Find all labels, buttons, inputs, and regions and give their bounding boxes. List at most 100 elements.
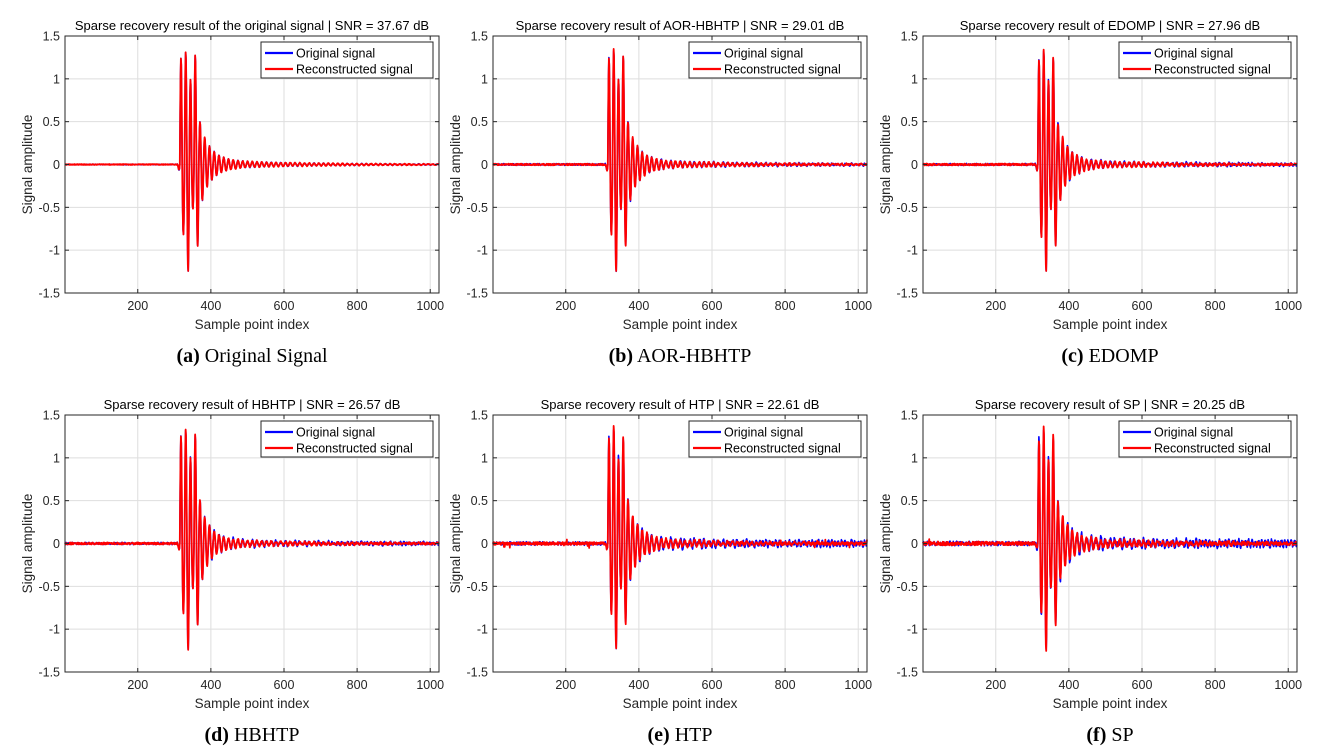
panel-caption: (a) Original Signal [176, 345, 328, 367]
chart-panel-a: 200 400 600 800 1000 -1.5 -1 -0.5 0 0.5 1 1.5 Sparse… [20, 18, 444, 332]
y-tick-label: -1 [477, 623, 488, 637]
y-tick-label: 1 [53, 451, 60, 465]
legend-label-original: Original signal [724, 426, 803, 440]
chart-title: Sparse recovery result of the original s… [75, 18, 429, 33]
x-tick-label: 200 [985, 299, 1006, 313]
y-tick-label: 1 [911, 451, 918, 465]
series-line-reconstructed [492, 425, 868, 650]
panel-caption: (f) SP [1086, 724, 1133, 746]
x-axis-label: Sample point index [623, 317, 738, 332]
y-tick-label: 1 [481, 72, 488, 86]
y-tick-label: -0.5 [896, 580, 918, 594]
y-tick-label: 1 [53, 72, 60, 86]
x-tick-label: 200 [127, 678, 148, 692]
panel-caption: (d) HBHTP [204, 724, 299, 746]
x-axis-label: Sample point index [1053, 317, 1168, 332]
x-tick-label: 800 [775, 678, 796, 692]
legend-label-original: Original signal [1154, 426, 1233, 440]
x-tick-label: 400 [628, 678, 649, 692]
legend-box [688, 420, 862, 458]
legend-label-original: Original signal [724, 47, 803, 61]
y-tick-label: 0.5 [43, 115, 60, 129]
legend-box [688, 41, 862, 79]
y-tick-label: 1.5 [471, 409, 488, 423]
y-tick-label: -1.5 [896, 666, 918, 680]
y-axis-label: Signal amplitude [20, 494, 35, 594]
y-tick-label: 0 [481, 158, 488, 172]
panel-caption-text: HTP [670, 724, 713, 746]
legend-box [1118, 420, 1292, 458]
legend-label-reconstructed: Reconstructed signal [296, 63, 413, 77]
y-tick-label: -1.5 [896, 287, 918, 301]
y-axis-label: Signal amplitude [448, 494, 463, 594]
y-tick-label: 0.5 [901, 494, 918, 508]
legend: Original signal Reconstructed signal [688, 41, 862, 79]
x-tick-label: 1000 [844, 299, 872, 313]
y-tick-label: -0.5 [466, 201, 488, 215]
y-tick-label: 1.5 [43, 30, 60, 44]
chart-title: Sparse recovery result of HBHTP | SNR = … [104, 397, 401, 412]
y-tick-label: -1.5 [38, 666, 60, 680]
x-tick-label: 600 [274, 299, 295, 313]
panel-caption: (e) HTP [648, 724, 713, 746]
legend-label-reconstructed: Reconstructed signal [1154, 63, 1271, 77]
y-tick-label: 0.5 [901, 115, 918, 129]
legend-label-reconstructed: Reconstructed signal [296, 442, 413, 456]
panel-caption-text: Original Signal [200, 345, 328, 367]
legend-label-original: Original signal [296, 47, 375, 61]
series-line-reconstructed [492, 48, 868, 272]
x-tick-label: 200 [985, 678, 1006, 692]
y-tick-label: -1 [49, 623, 60, 637]
legend: Original signal Reconstructed signal [260, 420, 434, 458]
legend-label-original: Original signal [1154, 47, 1233, 61]
x-tick-label: 200 [555, 678, 576, 692]
series-line-reconstructed [64, 51, 440, 272]
x-tick-label: 400 [200, 678, 221, 692]
legend: Original signal Reconstructed signal [260, 41, 434, 79]
panel-label: (c) [1061, 345, 1083, 367]
y-tick-label: -1 [907, 244, 918, 258]
panel-caption: (c) EDOMP [1061, 345, 1158, 367]
y-tick-label: 1 [911, 72, 918, 86]
y-tick-label: -1.5 [466, 666, 488, 680]
chart-panel-c: 200 400 600 800 1000 -1.5 -1 -0.5 0 0.5 1 1.5 Sparse… [878, 18, 1302, 332]
chart-panel-e: 200 400 600 800 1000 -1.5 -1 -0.5 0 0.5 1 1.5 Sparse… [448, 397, 872, 711]
y-axis-label: Signal amplitude [878, 115, 893, 215]
series-line-reconstructed [64, 428, 440, 651]
legend-box [260, 420, 434, 458]
panel-label: (f) [1086, 724, 1106, 746]
x-tick-label: 200 [555, 299, 576, 313]
legend-label-reconstructed: Reconstructed signal [724, 63, 841, 77]
panel-label: (a) [176, 345, 199, 367]
legend: Original signal Reconstructed signal [688, 420, 862, 458]
x-tick-label: 600 [1132, 678, 1153, 692]
y-tick-label: 0.5 [471, 115, 488, 129]
y-tick-label: 0 [53, 158, 60, 172]
y-axis-label: Signal amplitude [20, 115, 35, 215]
legend-box [260, 41, 434, 79]
x-axis-label: Sample point index [623, 696, 738, 711]
x-tick-label: 400 [200, 299, 221, 313]
y-tick-label: -1 [907, 623, 918, 637]
y-axis-label: Signal amplitude [448, 115, 463, 215]
x-tick-label: 600 [702, 678, 723, 692]
y-tick-label: 0.5 [43, 494, 60, 508]
x-tick-label: 400 [628, 299, 649, 313]
y-tick-label: 1.5 [43, 409, 60, 423]
panel-caption: (b) AOR-HBHTP [609, 345, 752, 367]
y-tick-label: 0 [911, 158, 918, 172]
y-tick-label: 1.5 [901, 409, 918, 423]
y-tick-label: -0.5 [38, 580, 60, 594]
x-tick-label: 800 [1205, 299, 1226, 313]
panel-label: (b) [609, 345, 633, 367]
x-tick-label: 1000 [1274, 299, 1302, 313]
y-tick-label: -1 [49, 244, 60, 258]
chart-title: Sparse recovery result of EDOMP | SNR = … [960, 18, 1260, 33]
x-tick-label: 400 [1058, 299, 1079, 313]
series-line-reconstructed [922, 425, 1298, 652]
y-tick-label: 0.5 [471, 494, 488, 508]
legend-box [1118, 41, 1292, 79]
panel-caption-text: AOR-HBHTP [633, 345, 751, 367]
legend-label-reconstructed: Reconstructed signal [1154, 442, 1271, 456]
